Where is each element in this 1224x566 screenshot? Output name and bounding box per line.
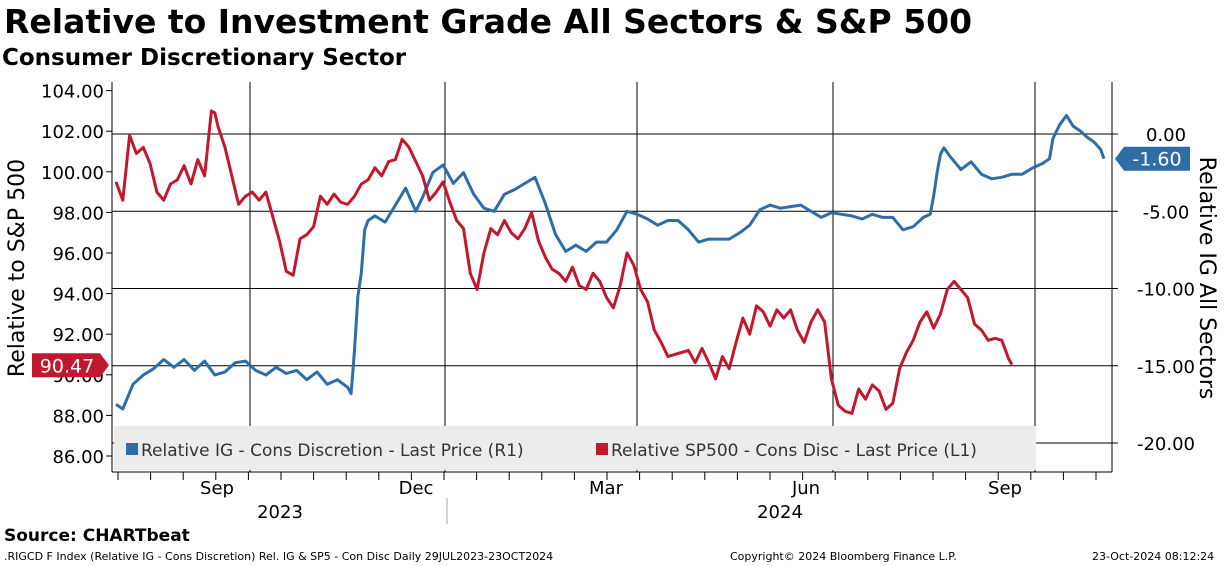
x-year-label: 2024 bbox=[757, 502, 803, 523]
right-tick-label: -15.00 bbox=[1137, 357, 1195, 378]
badge-relative-ig-value: -1.60 bbox=[1132, 149, 1181, 171]
chart-title: Relative to Investment Grade All Sectors… bbox=[4, 2, 973, 41]
left-tick-label: 96.00 bbox=[52, 244, 104, 265]
x-month-label: Jun bbox=[791, 478, 820, 499]
series-line-relative-sp500 bbox=[114, 109, 1014, 415]
last-value-badges: -1.60 90.47 bbox=[32, 146, 1190, 378]
legend-swatch-relative-ig bbox=[126, 443, 138, 455]
series-line-relative-ig bbox=[115, 114, 1106, 411]
left-tick-label: 86.00 bbox=[52, 447, 104, 468]
left-tick-label: 100.00 bbox=[41, 163, 104, 184]
index-description: .RIGCD F Index (Relative IG - Cons Discr… bbox=[4, 550, 554, 563]
legend-swatch-relative-sp500 bbox=[596, 443, 608, 455]
gridlines bbox=[111, 82, 1113, 473]
x-axis: Sep Dec Mar Jun Sep 2023 2024 bbox=[117, 472, 1097, 524]
legend-box bbox=[114, 426, 1036, 470]
chart-subtitle: Consumer Discretionary Sector bbox=[2, 45, 407, 71]
legend-label-relative-ig: Relative IG - Cons Discretion - Last Pri… bbox=[141, 441, 524, 461]
right-axis: 0.00 -5.00 -10.00 -15.00 -20.00 bbox=[1112, 125, 1195, 455]
badge-relative-sp500 bbox=[32, 353, 109, 378]
x-month-label: Sep bbox=[988, 478, 1022, 499]
left-axis-label: Relative to S&P 500 bbox=[5, 159, 30, 377]
left-tick-label: 102.00 bbox=[41, 122, 104, 143]
left-axis: 104.00 102.00 100.00 98.00 96.00 94.00 92.00 90… bbox=[41, 82, 112, 468]
x-month-label: Mar bbox=[589, 478, 624, 499]
left-tick-label: 94.00 bbox=[52, 285, 104, 306]
legend-label-relative-sp500: Relative SP500 - Cons Disc - Last Price … bbox=[611, 441, 977, 461]
timestamp: 23-Oct-2024 08:12:24 bbox=[1092, 550, 1215, 563]
right-tick-label: -20.00 bbox=[1137, 434, 1195, 455]
x-month-label: Dec bbox=[399, 478, 434, 499]
left-tick-label: 88.00 bbox=[52, 406, 104, 427]
series-lines bbox=[114, 109, 1106, 415]
x-year-label: 2023 bbox=[257, 502, 303, 523]
right-axis-label: Relative IG All Sectors bbox=[1194, 157, 1219, 400]
source-note: Source: CHARTbeat bbox=[4, 526, 190, 546]
copyright: Copyright© 2024 Bloomberg Finance L.P. bbox=[730, 550, 957, 563]
right-tick-label: -10.00 bbox=[1137, 280, 1195, 301]
badge-relative-sp500-value: 90.47 bbox=[40, 355, 94, 377]
left-tick-label: 104.00 bbox=[41, 82, 104, 103]
left-tick-label: 98.00 bbox=[52, 203, 104, 224]
badge-relative-ig bbox=[1115, 146, 1190, 171]
right-tick-label: -5.00 bbox=[1143, 202, 1190, 223]
legend: Relative IG - Cons Discretion - Last Pri… bbox=[114, 426, 1036, 470]
x-month-label: Sep bbox=[200, 478, 234, 499]
left-tick-label: 92.00 bbox=[52, 325, 104, 346]
right-tick-label: 0.00 bbox=[1146, 125, 1186, 146]
